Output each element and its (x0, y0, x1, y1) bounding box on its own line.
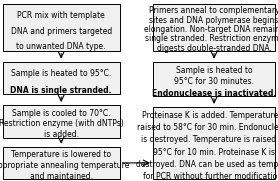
Text: Temperature is lowered to: Temperature is lowered to (11, 150, 111, 159)
Text: DNA and primers targeted: DNA and primers targeted (11, 27, 112, 36)
Text: is destroyed. Temperature is raised to: is destroyed. Temperature is raised to (142, 135, 278, 144)
Text: Primers anneal to complementary: Primers anneal to complementary (149, 6, 278, 15)
Text: and maintained.: and maintained. (30, 172, 93, 181)
FancyBboxPatch shape (3, 62, 120, 94)
FancyBboxPatch shape (153, 4, 275, 51)
Text: appropriate annealing temperature: appropriate annealing temperature (0, 161, 129, 170)
Text: DNA is single stranded.: DNA is single stranded. (10, 86, 112, 94)
Text: Sample is heated to: Sample is heated to (176, 66, 252, 75)
Text: destroyed. DNA can be used as template: destroyed. DNA can be used as template (136, 160, 278, 169)
FancyBboxPatch shape (153, 62, 275, 96)
Text: 95°C for 30 minutes.: 95°C for 30 minutes. (174, 77, 254, 86)
FancyBboxPatch shape (3, 105, 120, 138)
Text: to unwanted DNA type.: to unwanted DNA type. (16, 42, 106, 51)
Text: Restriction enzyme (with dNTPs): Restriction enzyme (with dNTPs) (0, 119, 123, 129)
Text: sites and DNA polymerase begins: sites and DNA polymerase begins (150, 16, 278, 25)
Text: PCR mix with template: PCR mix with template (17, 11, 105, 20)
FancyBboxPatch shape (153, 107, 275, 179)
Text: digests double-stranded DNA.: digests double-stranded DNA. (157, 44, 272, 53)
Text: is added.: is added. (44, 130, 79, 139)
Text: single stranded. Restriction enzyme: single stranded. Restriction enzyme (145, 34, 278, 43)
Text: Sample is cooled to 70°C.: Sample is cooled to 70°C. (12, 109, 110, 118)
Text: raised to 58°C for 30 min. Endonuclease: raised to 58°C for 30 min. Endonuclease (136, 123, 278, 132)
Text: Endonuclease is inactivated.: Endonuclease is inactivated. (152, 89, 276, 98)
Text: Sample is heated to 95°C.: Sample is heated to 95°C. (11, 69, 111, 78)
Text: 95°C for 10 min. Proteinase K is: 95°C for 10 min. Proteinase K is (153, 148, 275, 157)
FancyBboxPatch shape (3, 4, 120, 51)
Text: Proteinase K is added. Temperature is: Proteinase K is added. Temperature is (142, 111, 278, 120)
FancyBboxPatch shape (3, 147, 120, 179)
Text: elongation. Non-target DNA remains: elongation. Non-target DNA remains (144, 25, 278, 34)
Text: for PCR without further modification.: for PCR without further modification. (143, 172, 278, 181)
